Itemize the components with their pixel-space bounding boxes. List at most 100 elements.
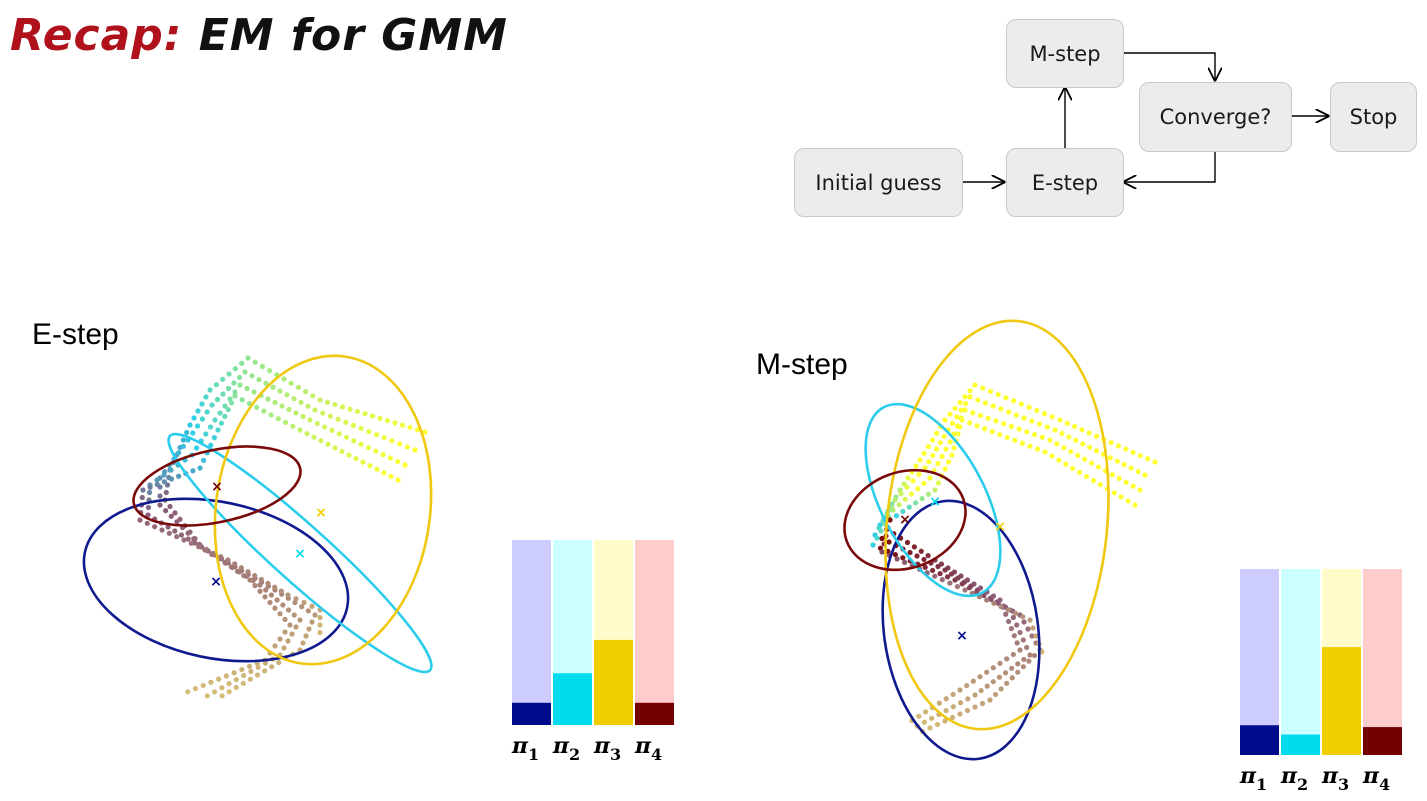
data-point [1088, 460, 1095, 466]
data-point [213, 382, 219, 388]
data-point [194, 445, 200, 451]
data-point [892, 551, 898, 558]
data-point [1034, 407, 1040, 414]
data-point [1004, 434, 1010, 441]
data-point [163, 508, 169, 514]
data-point [1116, 475, 1122, 482]
data-point [970, 410, 976, 416]
data-point [1152, 459, 1158, 465]
data-point [904, 539, 911, 546]
data-point [957, 711, 963, 717]
data-point [225, 557, 231, 563]
data-point [957, 700, 964, 706]
data-point [217, 410, 223, 416]
data-point [984, 669, 990, 675]
data-point [204, 693, 210, 699]
component-1-ellipse [82, 497, 350, 663]
data-point [942, 466, 948, 472]
data-point [990, 665, 996, 671]
data-point [977, 674, 983, 680]
data-point [222, 413, 228, 419]
data-point [900, 555, 906, 561]
data-point [207, 424, 213, 430]
data-point [1020, 637, 1026, 643]
data-point [369, 413, 376, 419]
data-point [231, 670, 237, 676]
data-point [208, 442, 214, 448]
data-point [927, 475, 933, 481]
data-point [281, 376, 287, 382]
data-point [218, 554, 224, 560]
data-point [1027, 652, 1033, 658]
data-point [270, 384, 276, 390]
data-point [232, 393, 238, 399]
data-point [277, 636, 283, 642]
data-point [203, 394, 209, 400]
data-point [935, 461, 941, 467]
data-point [1080, 441, 1086, 447]
data-point [1111, 490, 1117, 496]
data-point [207, 387, 213, 393]
data-point [993, 418, 999, 424]
data-point [1118, 494, 1124, 500]
data-point [1004, 680, 1010, 686]
data-point [317, 622, 323, 628]
data-point [1093, 433, 1100, 439]
data-point [314, 420, 320, 427]
data-point [353, 455, 359, 462]
data-point [900, 508, 906, 515]
data-point [304, 430, 310, 437]
data-point [407, 424, 413, 431]
data-point [908, 491, 915, 497]
data-point [917, 457, 923, 463]
data-point [998, 686, 1004, 692]
data-point [998, 604, 1004, 610]
data-point [1012, 437, 1018, 443]
data-point [942, 417, 948, 423]
data-point [1033, 633, 1039, 639]
data-point [915, 486, 921, 492]
weight-bar-background [1281, 569, 1320, 755]
data-point [339, 448, 345, 455]
data-point [984, 597, 990, 603]
data-point [239, 397, 245, 403]
data-point [1003, 611, 1009, 617]
data-point [972, 692, 978, 698]
data-point [923, 709, 929, 715]
data-point [916, 713, 922, 719]
data-point [272, 643, 278, 649]
data-point [937, 440, 943, 446]
data-point [1047, 437, 1053, 443]
data-point [1017, 647, 1023, 653]
data-point [1039, 434, 1045, 440]
data-point [166, 530, 172, 536]
m-step-scatter-plot: × × × × [843, 319, 1158, 761]
data-point [1027, 617, 1033, 623]
data-point [918, 548, 924, 554]
e-step-scatter-plot: × × × × [82, 354, 433, 699]
data-point [201, 457, 207, 463]
data-point [1137, 452, 1143, 459]
data-point [964, 682, 970, 689]
data-point [1095, 464, 1102, 470]
data-point [285, 592, 291, 598]
title-highlight: Recap: [10, 10, 183, 61]
data-point [987, 697, 993, 703]
data-point [980, 385, 986, 391]
data-point [381, 470, 387, 476]
weight-label: π1 [511, 733, 539, 764]
data-point [245, 355, 251, 361]
data-point [145, 504, 152, 511]
data-point [946, 459, 952, 465]
data-point [276, 659, 282, 666]
data-point [975, 397, 981, 403]
data-point [1130, 483, 1136, 489]
data-point [154, 481, 160, 488]
data-point [277, 611, 283, 617]
component-3-mean-marker: × [994, 519, 1006, 535]
data-point [1002, 670, 1009, 676]
data-point [281, 645, 287, 651]
data-point [950, 691, 956, 697]
data-point [190, 430, 196, 436]
data-point [942, 567, 948, 573]
